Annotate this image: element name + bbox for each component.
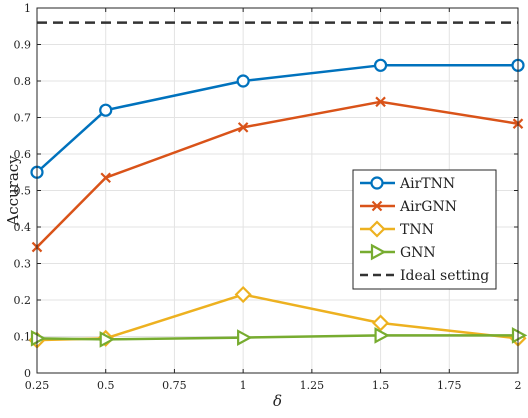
y-tick-label: 1 xyxy=(24,2,31,15)
x-tick-label: 1.5 xyxy=(372,379,390,392)
x-tick-label: 0.75 xyxy=(162,379,187,392)
legend-label: GNN xyxy=(400,245,436,261)
gnn-series xyxy=(30,327,528,348)
legend-swatch-marker xyxy=(370,243,387,261)
gnn-point xyxy=(237,329,253,346)
x-stroke xyxy=(371,200,383,212)
legend-item-tnn: TNN xyxy=(360,220,434,238)
legend-label: AirGNN xyxy=(399,199,457,215)
airtnn-point xyxy=(99,103,113,117)
x-stroke xyxy=(375,96,386,108)
y-tick-label: 0.6 xyxy=(14,148,32,161)
legend-swatch-marker xyxy=(371,200,383,212)
y-tick-label: 0.4 xyxy=(14,221,32,234)
legend-item-ideal-setting: Ideal setting xyxy=(360,268,489,284)
x-tick-label: 1.75 xyxy=(437,379,462,392)
gnn-point xyxy=(374,327,390,344)
legend-swatch-marker xyxy=(368,220,386,238)
y-tick-label: 0.7 xyxy=(14,112,32,125)
x-tick-label: 0.25 xyxy=(25,379,50,392)
legend-item-gnn: GNN xyxy=(360,243,436,261)
y-tick-label: 0.5 xyxy=(14,185,32,198)
y-axis-title: Accuracy xyxy=(4,155,22,227)
legend-label: AirTNN xyxy=(399,176,455,192)
x-stroke xyxy=(100,172,111,184)
plot-frame xyxy=(36,7,519,374)
legend-label: TNN xyxy=(400,222,434,238)
y-tick-label: 0.9 xyxy=(14,39,32,52)
legend: AirTNN AirGNN TNN GNN Ideal setting xyxy=(352,169,497,290)
tnn-point xyxy=(234,285,252,304)
airtnn-point xyxy=(236,74,250,88)
x-tick-label: 0.5 xyxy=(97,379,115,392)
y-tick-label: 0 xyxy=(24,367,31,380)
y-tick-label: 0.1 xyxy=(14,331,32,344)
legend-item-airgnn: AirGNN xyxy=(360,199,457,215)
x-tick-label: 1 xyxy=(240,379,247,392)
x-tick-label: 1.25 xyxy=(300,379,325,392)
airtnn-series xyxy=(30,58,525,179)
airgnn-point xyxy=(375,96,386,108)
tick-labels: 0.25 0.5 0.75 1 1.25 1.5 1.75 2 0 0.1 0.2 0.3 0.4 0.5… xyxy=(14,2,522,392)
tnn-point xyxy=(372,314,390,332)
gnn-point xyxy=(511,327,528,344)
y-tick-label: 0.8 xyxy=(14,75,32,88)
x-tick-label: 2 xyxy=(515,379,522,392)
y-tick-label: 0.3 xyxy=(14,258,32,271)
legend-label: Ideal setting xyxy=(400,268,489,284)
gnn-point xyxy=(30,329,47,347)
y-tick-label: 0.2 xyxy=(14,294,32,307)
x-axis-title: δ xyxy=(273,392,282,410)
legend-swatch-marker xyxy=(370,176,384,190)
airtnn-point xyxy=(373,58,388,72)
legend-item-airtnn: AirTNN xyxy=(360,176,455,192)
x-stroke xyxy=(237,122,249,133)
airgnn-point xyxy=(237,122,249,133)
gnn-point xyxy=(99,331,116,348)
airgnn-point xyxy=(100,172,111,184)
